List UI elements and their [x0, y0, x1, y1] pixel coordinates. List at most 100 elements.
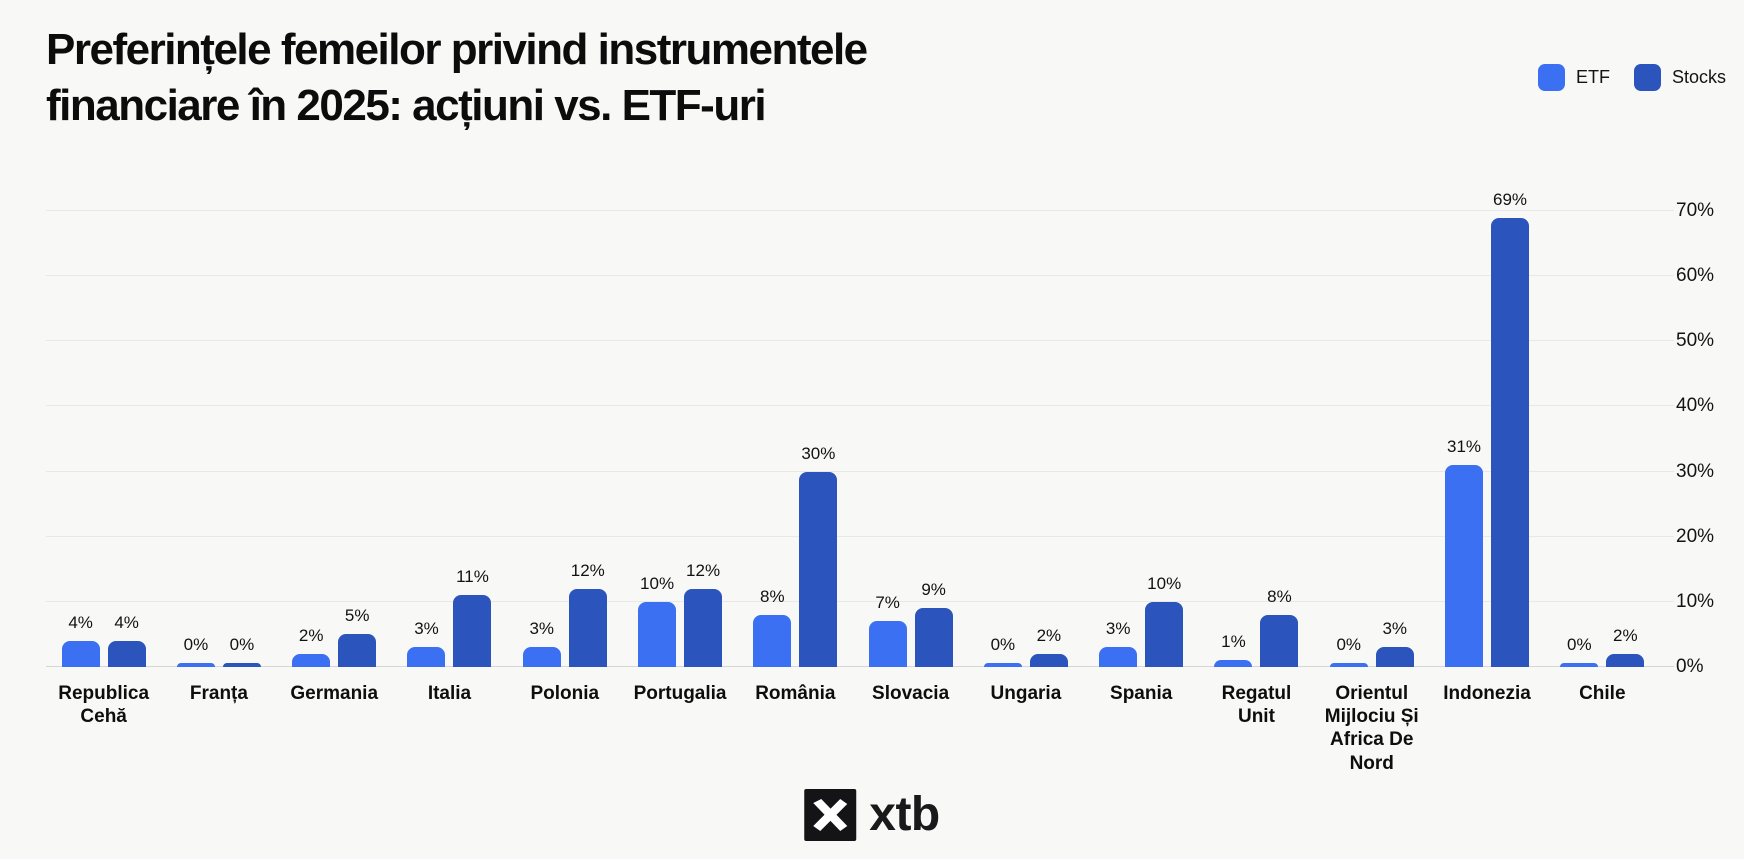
bar-value-label: 3%	[1105, 619, 1131, 638]
legend: ETF Stocks	[1537, 64, 1726, 91]
bar-value-label: 2%	[1036, 626, 1062, 645]
category-label: România	[755, 683, 836, 704]
chart-column: 0% 2%	[1545, 626, 1660, 667]
bar-etf: 3%	[522, 619, 561, 667]
bar-stocks: 69%	[1491, 190, 1530, 667]
bar-etf: 1%	[1214, 632, 1253, 667]
bar-value-label: 0%	[183, 635, 209, 654]
bar-pair: 7% 9%	[868, 580, 953, 667]
bar-pair: 0% 2%	[1560, 626, 1645, 667]
bar-value-label: 0%	[990, 635, 1016, 654]
chart-column: 0% 0%	[161, 635, 276, 667]
chart-column: 3% 11%	[392, 567, 507, 667]
bar-stocks: 5%	[338, 606, 377, 667]
category-label: Orientul Mijlociu Și Africa De Nord	[1324, 683, 1419, 774]
bar-stocks: 11%	[453, 567, 492, 667]
bar-stocks: 12%	[568, 561, 607, 667]
y-tick-label: 40%	[1676, 395, 1715, 417]
bar-value-label: 0%	[1567, 635, 1592, 654]
bar-value-label: 12%	[570, 561, 605, 580]
bar-value-label: 69%	[1493, 190, 1528, 209]
bar-value-label: 2%	[298, 626, 324, 645]
chart-column: 1% 8%	[1199, 587, 1314, 667]
bar-etf: 10%	[638, 574, 677, 667]
chart-column: 8% 30%	[738, 444, 853, 667]
category-label: Polonia	[530, 683, 600, 704]
bar-value-label: 1%	[1221, 632, 1246, 651]
plot-area: 4% 4% 0% 0% 2% 5% 3% 11% 3% 12% 10% 12% 8% 30% 7% 9% 0% 2…	[46, 190, 1714, 677]
bar-value-label: 4%	[68, 613, 93, 632]
legend-item-etf: ETF	[1537, 64, 1610, 91]
bar-pair: 1% 8%	[1214, 587, 1299, 667]
bar-stocks: 10%	[1145, 574, 1184, 667]
category-label: Italia	[427, 683, 472, 704]
bar-stocks: 8%	[1260, 587, 1299, 667]
bar-stocks: 2%	[1029, 626, 1068, 667]
bar-stocks: 0%	[222, 635, 261, 667]
legend-label-stocks: Stocks	[1671, 67, 1726, 87]
category-label: Ungaria	[990, 683, 1062, 704]
chart-column: 7% 9%	[853, 580, 968, 667]
chart-column: 4% 4%	[46, 613, 161, 667]
y-tick-label: 0%	[1676, 656, 1704, 677]
bar-etf: 8%	[753, 587, 792, 667]
chart-column: 3% 12%	[507, 561, 622, 667]
bar-pair: 0% 2%	[983, 626, 1068, 667]
bar-pair: 31% 69%	[1445, 190, 1530, 667]
bar-value-label: 11%	[456, 567, 489, 586]
brand-footer: xtb	[804, 787, 940, 842]
bar-value-label: 10%	[1147, 574, 1182, 593]
bar-value-label: 9%	[921, 580, 946, 599]
gridline	[46, 340, 1674, 342]
bar-value-label: 30%	[801, 444, 836, 463]
bar-value-label: 8%	[1267, 587, 1292, 606]
bar-value-label: 7%	[875, 593, 900, 612]
bar-groups: 4% 4% 0% 0% 2% 5% 3% 11% 3% 12% 10% 12% 8% 30% 7% 9% 0% 2…	[46, 190, 1660, 667]
chart-column: 31% 69%	[1429, 190, 1544, 667]
bar-value-label: 0%	[229, 635, 255, 654]
category-label: Portugalia	[633, 683, 727, 704]
bar-pair: 3% 12%	[522, 561, 607, 667]
category-label: Slovacia	[872, 683, 950, 704]
xtb-logo-text: xtb	[869, 788, 940, 841]
bar-pair: 3% 11%	[407, 567, 492, 667]
category-label: Indonezia	[1443, 683, 1531, 704]
bar-etf: 4%	[61, 613, 100, 667]
y-tick-label: 20%	[1676, 525, 1715, 547]
bar-etf: 31%	[1445, 437, 1484, 667]
bar-value-label: 10%	[640, 574, 675, 593]
bar-etf: 0%	[176, 635, 215, 667]
gridline	[46, 666, 1674, 667]
legend-swatch-stocks-icon	[1633, 64, 1661, 91]
bar-etf: 2%	[292, 626, 331, 667]
legend-item-stocks: Stocks	[1633, 64, 1726, 91]
bar-etf: 0%	[1560, 635, 1599, 667]
bar-value-label: 8%	[760, 587, 785, 606]
bar-stocks: 3%	[1375, 619, 1414, 667]
chart-column: 0% 2%	[968, 626, 1083, 667]
chart-column: 3% 10%	[1084, 574, 1199, 667]
bar-etf: 0%	[983, 635, 1022, 667]
y-tick-label: 70%	[1676, 200, 1715, 221]
category-label: Franța	[189, 683, 248, 704]
gridline	[46, 535, 1674, 537]
gridline	[46, 210, 1674, 211]
bar-value-label: 12%	[686, 561, 721, 580]
y-tick-label: 30%	[1676, 460, 1715, 482]
bar-value-label: 3%	[414, 619, 439, 638]
bar-stocks: 2%	[1606, 626, 1645, 667]
bar-stocks: 12%	[684, 561, 723, 667]
bar-stocks: 30%	[799, 444, 838, 667]
category-label: Republica Cehă	[58, 683, 150, 728]
bar-pair: 0% 3%	[1329, 619, 1414, 667]
chart-column: 10% 12%	[622, 561, 737, 667]
category-label: Spania	[1110, 683, 1173, 704]
bar-etf: 0%	[1329, 635, 1368, 667]
bar-pair: 2% 5%	[292, 606, 377, 667]
xtb-logo-icon	[804, 788, 857, 841]
bar-etf: 7%	[868, 593, 907, 667]
bar-stocks: 4%	[107, 613, 146, 667]
category-label: Regatul Unit	[1221, 683, 1292, 728]
chart-column: 2% 5%	[277, 606, 392, 667]
